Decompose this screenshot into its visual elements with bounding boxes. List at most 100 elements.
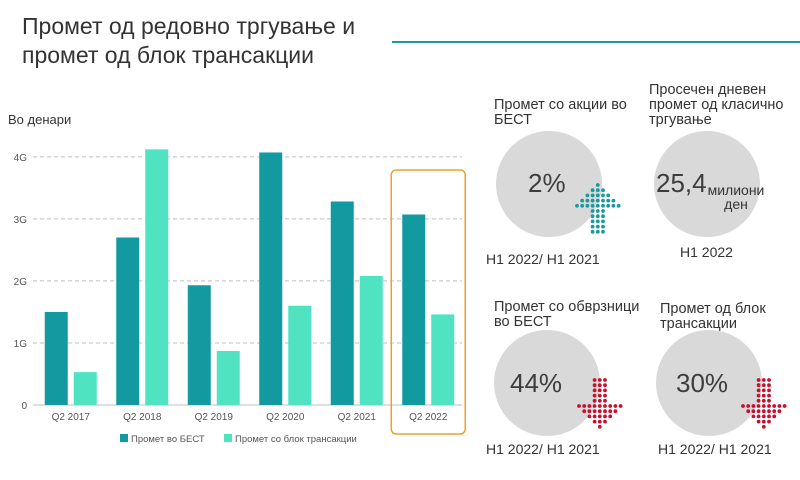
arrow-dot [613,404,618,408]
arrow-dot [777,404,782,408]
arrow-dot [756,393,761,398]
arrow-dot [756,419,761,424]
arrow-dot [767,378,771,382]
x-tick-label: Q2 2021 [338,412,377,423]
arrow-dot [603,414,607,419]
arrow-dot [603,383,607,388]
kpi-title: Просечен дневен промет од класично тргув… [649,82,784,128]
bar-best [259,152,283,405]
arrow-dot [595,224,600,229]
arrow-dot [590,209,595,213]
bar-block [359,275,383,405]
bar-block [431,314,455,405]
arrow-dot [590,229,595,234]
x-tick-label: Q2 2017 [52,412,91,423]
arrow-dot [585,198,590,203]
arrow-dot [761,398,766,403]
arrow-dot [595,214,600,219]
bar-block [216,351,240,405]
bar-block [288,305,312,405]
kpi-title: Промет со акции во БЕСТ [494,97,627,128]
arrow-dot [772,409,777,414]
y-tick-label: 2G [14,277,28,288]
kpi-circle [656,330,762,436]
legend-label: Промет со блок трансакции [235,434,357,445]
arrow-dot [582,404,587,408]
kpi-title: Промет со обврзници во БЕСТ [494,299,640,330]
kpi-unit: милиони ден [707,182,765,212]
bar-best [402,214,426,405]
arrow-dot [582,409,587,414]
arrow-dot [611,198,616,203]
kpi-value: 44% [510,368,563,398]
arrow-dot [756,388,761,393]
bar-chart: Во денари 0 1G 2G 3G 4G Q2 2017 Q2 2018 Q2 2019 Q… [8,112,466,445]
arrow-dot [601,224,605,229]
arrow-dot [603,393,607,398]
arrow-dot [603,388,607,393]
arrow-dot [597,383,602,388]
arrow-dot [767,383,771,388]
arrow-dot [601,203,605,208]
arrow-dot [756,409,761,414]
arrow-dot [592,378,597,382]
kpi-period: H1 2022 [680,244,733,260]
arrow-dot [595,203,600,208]
arrow-dot [616,203,621,208]
arrow-dot [595,198,600,203]
arrow-dot [590,219,595,224]
kpi-period: H1 2022/ H1 2021 [486,251,600,267]
arrow-dot [761,378,766,382]
arrow-dot [761,404,766,408]
kpi-circle [494,330,600,436]
arrow-dot [606,203,611,208]
arrow-dot [772,414,777,419]
bar-best [44,311,68,405]
arrow-dot [585,193,590,198]
y-tick-label: 1G [14,339,28,350]
legend-label: Промет во БЕСТ [131,434,205,445]
arrow-dot [601,209,605,213]
arrow-dot [595,188,600,193]
arrow-dot [756,398,761,403]
highlight-box [390,169,466,435]
arrow-dot [601,188,605,193]
arrow-dot [777,409,782,414]
arrow-dot [597,409,602,414]
kpi-circle [654,131,760,237]
y-axis-label: Во денари [8,112,71,127]
arrow-dot [603,419,607,424]
arrow-dot [767,414,771,419]
kpi-value: 2% [528,168,566,198]
arrow-dot [597,404,602,408]
arrow-dot [782,404,787,408]
arrow-dot [756,378,761,382]
kpi-period: H1 2022/ H1 2021 [658,441,772,457]
arrow-dot [597,393,602,398]
arrow-dot [592,398,597,403]
arrow-dot [595,229,600,234]
y-tick-label: 4G [14,153,28,164]
arrow-dot [597,398,602,403]
dotted-down-arrow-icon [577,378,623,429]
bar-best [116,237,140,405]
arrow-dot [601,229,605,234]
arrow-dot [601,219,605,224]
legend-swatch [224,434,232,442]
arrow-dot [592,393,597,398]
arrow-dot [590,203,595,208]
arrow-dot [756,414,761,419]
arrow-dot [603,409,607,414]
arrow-dot [597,378,602,382]
y-tick-label: 0 [21,401,27,412]
arrow-dot [767,393,771,398]
arrow-dot [751,409,756,414]
arrow-dot [592,409,597,414]
arrow-dot [761,393,766,398]
arrow-dot [767,398,771,403]
arrow-dot [751,414,756,419]
kpi-period: H1 2022/ H1 2021 [486,441,600,457]
arrow-dot [597,419,602,424]
kpi-title: Промет од блок трансакции [660,301,766,332]
arrow-dot [756,383,761,388]
